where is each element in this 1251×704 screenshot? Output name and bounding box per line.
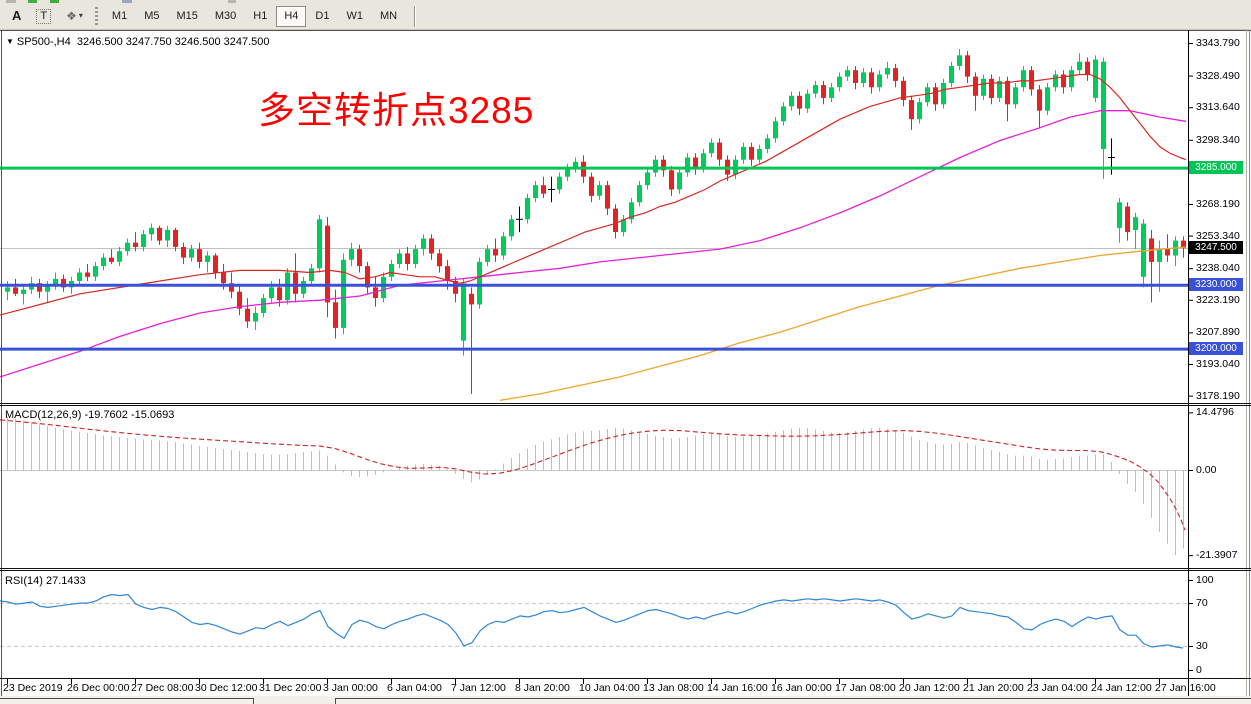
label-tool-button[interactable]: A — [12, 8, 22, 23]
rsi-axis-label: 100 — [1196, 574, 1214, 586]
remnant-mark — [122, 0, 132, 3]
price-axis-label: 3313.640 — [1196, 101, 1240, 114]
collapse-triangle-icon[interactable]: ▼ — [6, 37, 14, 46]
price-axis-label: 3223.190 — [1196, 293, 1240, 306]
timeframe-button-H4[interactable]: H4 — [276, 5, 307, 27]
remnant-mark — [50, 0, 59, 3]
chart-title: ▼ SP500-,H4 3246.500 3247.750 3246.500 32… — [6, 36, 270, 48]
time-axis-label: 6 Jan 04:00 — [387, 682, 442, 694]
price-axis-label: 3253.340 — [1196, 229, 1240, 242]
timeframe-button-D1[interactable]: D1 — [315, 9, 330, 22]
timeframe-button-W1[interactable]: W1 — [346, 9, 363, 22]
time-axis-label: 26 Dec 00:00 — [67, 682, 130, 694]
time-axis-label: 20 Jan 12:00 — [899, 682, 960, 694]
time-axis-label: 13 Jan 08:00 — [643, 682, 704, 694]
price-axis-label: 3238.040 — [1196, 262, 1240, 275]
rsi-indicator-label: RSI(14) 27.1433 — [5, 575, 86, 587]
time-axis-label: 30 Dec 12:00 — [195, 682, 258, 694]
time-axis-label: 24 Jan 12:00 — [1091, 682, 1152, 694]
toolbar: A T ❖ ▾ M1 M5 M15 M30 H1 H4 D1 W1 MN — [0, 3, 1251, 30]
timeframe-button-M1[interactable]: M1 — [111, 9, 128, 22]
timeframe-button-MN[interactable]: MN — [379, 9, 398, 22]
time-axis-label: 23 Jan 04:00 — [1027, 682, 1088, 694]
pane-splitter-macd[interactable] — [0, 401, 1251, 406]
price-level-badge: 3247.500 — [1189, 241, 1243, 255]
price-axis-label: 3178.190 — [1196, 389, 1240, 402]
price-level-badge: 3200.000 — [1189, 342, 1243, 356]
price-axis-label: 3268.190 — [1196, 197, 1240, 210]
time-axis-label: 3 Jan 00:00 — [323, 682, 378, 694]
upper-toolbar-remnant — [0, 0, 1251, 3]
rsi-axis-label: 0 — [1196, 664, 1202, 676]
time-axis-label: 7 Jan 12:00 — [451, 682, 506, 694]
timeframe-button-M30[interactable]: M30 — [214, 9, 237, 22]
rsi-axis-label: 70 — [1196, 597, 1208, 609]
tab-edge — [335, 698, 1251, 699]
price-level-badge: 3285.000 — [1189, 161, 1243, 175]
remnant-mark — [6, 0, 16, 3]
shapes-icon: ❖ — [66, 9, 77, 23]
rsi-axis-label: 30 — [1196, 640, 1208, 652]
chart-annotation-text: 多空转折点3285 — [258, 90, 535, 131]
chevron-down-icon: ▾ — [78, 11, 83, 20]
price-axis-label: 3193.040 — [1196, 358, 1240, 370]
tab-edge — [335, 698, 336, 704]
timeframe-button-M5[interactable]: M5 — [144, 9, 160, 22]
time-axis-label: 10 Jan 04:00 — [579, 682, 640, 694]
tab-edge — [253, 698, 254, 704]
price-axis-label: 3343.790 — [1196, 37, 1240, 49]
shapes-tool-button[interactable]: ❖ ▾ — [59, 5, 90, 27]
macd-axis-label: 14.4796 — [1196, 406, 1234, 419]
time-axis-label: 14 Jan 16:00 — [707, 682, 768, 694]
macd-indicator-label: MACD(12,26,9) -19.7602 -15.0693 — [5, 409, 175, 421]
time-axis-label: 23 Dec 2019 — [3, 682, 63, 694]
time-axis-label: 31 Dec 20:00 — [259, 682, 322, 694]
time-axis-label: 21 Jan 20:00 — [963, 682, 1024, 694]
macd-axis-label: -21.3907 — [1196, 549, 1238, 562]
time-axis-label: 16 Jan 00:00 — [771, 682, 832, 694]
time-axis-label: 27 Jan 16:00 — [1155, 682, 1216, 694]
chart-tabs-strip[interactable] — [0, 696, 1251, 704]
price-axis-label: 3207.890 — [1196, 326, 1240, 339]
time-axis-label: 27 Dec 08:00 — [131, 682, 194, 694]
toolbar-grip[interactable] — [94, 7, 98, 25]
macd-axis-label: 0.00 — [1196, 464, 1217, 476]
text-tool-icon: T — [36, 8, 52, 24]
price-axis-label: 3298.340 — [1196, 133, 1240, 146]
price-level-badge: 3230.000 — [1189, 278, 1243, 292]
timeframe-button-M15[interactable]: M15 — [176, 9, 198, 22]
timeframe-button-H1[interactable]: H1 — [253, 9, 268, 22]
pane-splitter-rsi[interactable] — [0, 566, 1251, 571]
timeframe-button-group: M1 M5 M15 M30 H1 H4 D1 W1 MN — [104, 5, 406, 27]
remnant-mark — [228, 0, 236, 3]
tab-edge — [0, 698, 253, 699]
price-axis-label: 3328.490 — [1196, 69, 1240, 82]
toolbar-separator — [414, 5, 417, 27]
remnant-mark — [28, 0, 37, 3]
time-axis-label: 17 Jan 08:00 — [835, 682, 896, 694]
time-axis-label: 8 Jan 20:00 — [515, 682, 570, 694]
text-tool-button[interactable]: T — [29, 5, 58, 27]
